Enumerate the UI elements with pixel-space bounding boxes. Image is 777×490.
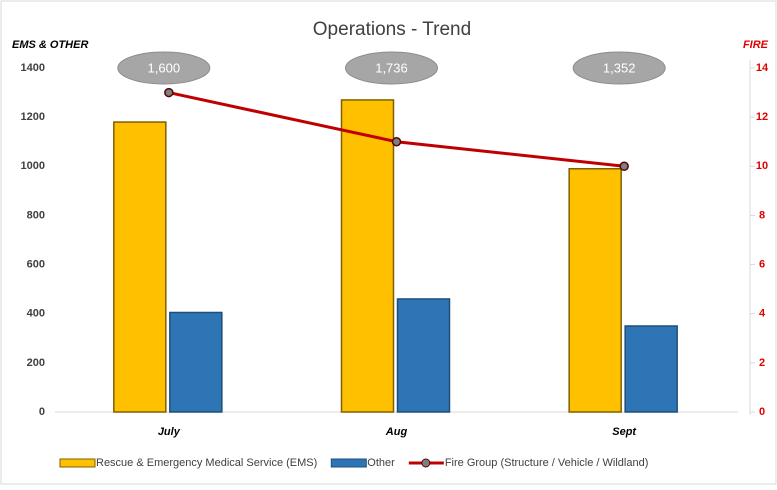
y-tick-label: 1000: [21, 160, 45, 172]
bar: [169, 311, 223, 413]
y-tick-label: 0: [39, 406, 45, 418]
total-label: 1,736: [375, 60, 408, 75]
y-tick-label: 1200: [21, 111, 45, 123]
y2-tick-label: 14: [756, 62, 769, 74]
y2-tick-label: 8: [759, 209, 765, 221]
bar: [113, 121, 167, 413]
total-bubble: [117, 51, 211, 85]
y2-tick-label: 6: [759, 258, 765, 270]
x-tick-label: Aug: [385, 426, 408, 438]
bar: [624, 325, 678, 413]
line-marker: [619, 161, 629, 172]
legend-label: Fire Group (Structure / Vehicle / Wildla…: [445, 457, 649, 469]
bar: [340, 99, 395, 413]
legend-swatch: [330, 458, 367, 468]
x-tick-label: July: [158, 426, 181, 438]
y-tick-label: 600: [27, 258, 45, 270]
total-label: 1,352: [603, 60, 636, 75]
y-axis-title: EMS & OTHER: [12, 39, 88, 51]
total-label: 1,600: [148, 60, 181, 75]
x-tick-label: Sept: [612, 426, 637, 438]
total-bubble: [572, 51, 666, 85]
y2-axis-title: FIRE: [743, 39, 769, 51]
legend-label: Other: [367, 457, 395, 469]
legend-label: Rescue & Emergency Medical Service (EMS): [96, 457, 317, 469]
y2-tick-label: 12: [756, 111, 768, 123]
line-marker: [164, 87, 174, 98]
y2-tick-label: 10: [756, 160, 768, 172]
y2-tick-label: 0: [759, 406, 765, 418]
bar: [396, 298, 451, 413]
y-tick-label: 200: [27, 357, 45, 369]
y-tick-label: 1400: [21, 62, 45, 74]
y2-tick-label: 4: [759, 308, 766, 320]
bar: [568, 167, 622, 413]
y2-tick-label: 2: [759, 357, 765, 369]
y-tick-label: 800: [27, 209, 45, 221]
y-tick-label: 400: [27, 308, 45, 320]
total-bubble: [345, 51, 438, 85]
chart-title: Operations - Trend: [313, 19, 471, 40]
legend-marker: [421, 458, 431, 468]
legend-swatch: [59, 458, 96, 468]
line-marker: [391, 136, 402, 147]
